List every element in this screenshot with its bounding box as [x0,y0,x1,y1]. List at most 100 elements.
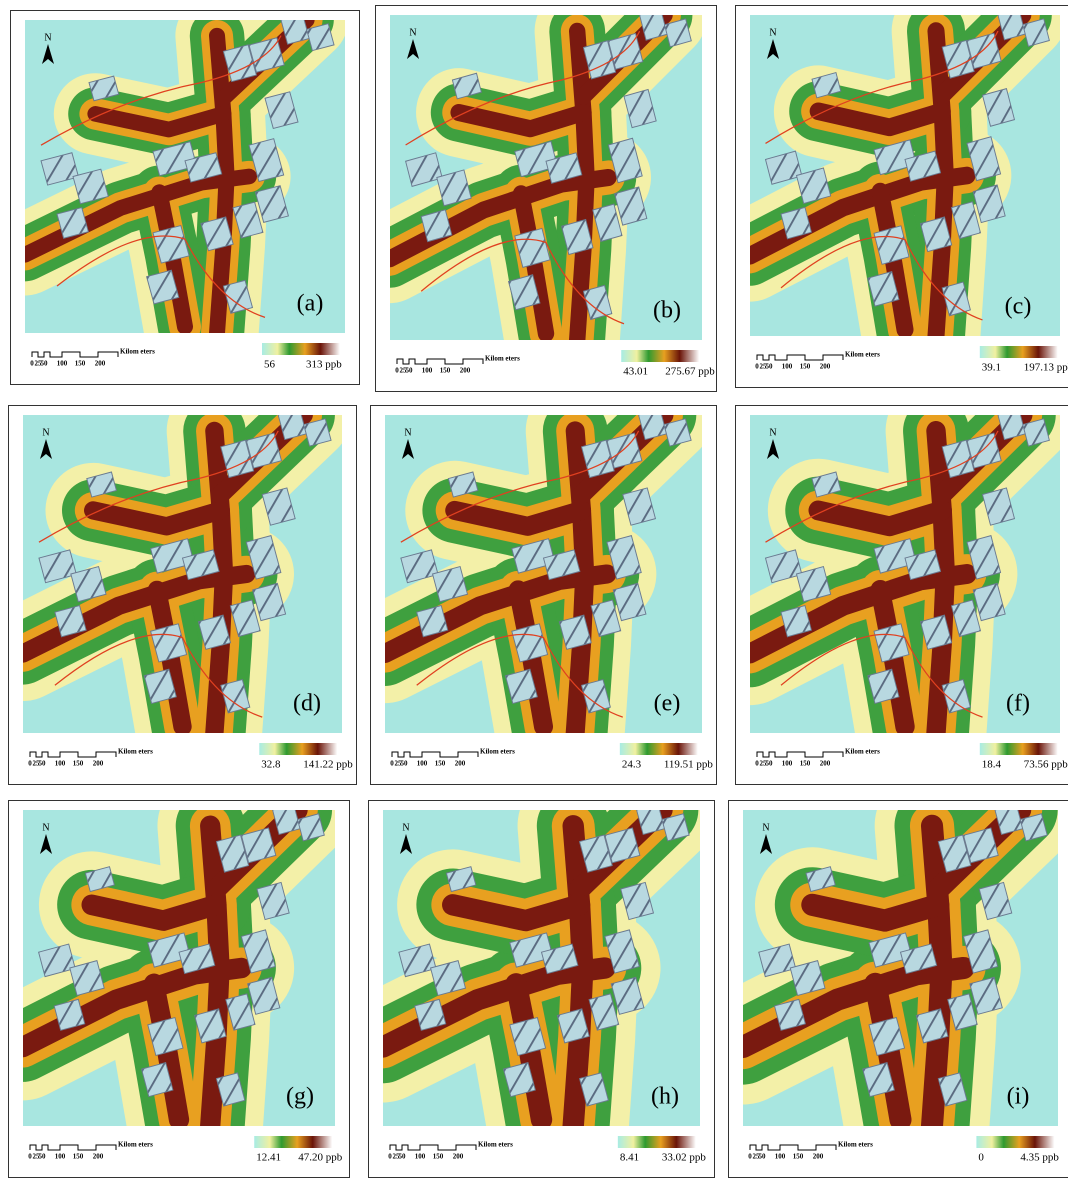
building-block [941,281,971,317]
building-block [919,216,953,253]
north-label: N [44,32,51,43]
concentration-band [445,500,592,536]
panel-label: (h) [651,1084,679,1110]
scale-tick-label: 200 [460,367,471,375]
legend-ramp [979,346,1058,358]
building-block [245,535,282,580]
building-block [509,932,554,968]
legend-max: 119.51 ppb [664,759,714,771]
building-block [264,91,299,130]
north-label: N [402,822,409,833]
building-block [248,138,285,183]
building-block [540,943,579,975]
north-arrow [767,39,779,59]
building-block [511,623,549,663]
building-block [272,810,301,835]
building-block [143,668,177,704]
building-block [147,932,191,968]
building-block [69,960,105,997]
building-block [578,1072,609,1107]
legend-ramp [259,743,338,755]
north-arrow [42,44,54,64]
building-block [873,538,917,574]
pollution-map [25,20,345,333]
building-block [200,216,234,252]
scale-tick-label: 25 [33,760,41,768]
building-block [40,152,80,186]
building-block [811,471,842,498]
north-label: N [409,27,416,38]
scale-tick-label: 200 [813,1153,824,1161]
legend-min: 18.4 [982,759,1002,771]
north-arrow [400,834,412,854]
building-block [764,549,803,584]
building-block [556,1008,590,1044]
panel-label: (e) [654,691,681,717]
building-block [38,549,77,584]
legend-ramp [619,743,698,755]
building-block [997,415,1026,441]
scale-tick-label: 0 [395,367,399,375]
building-block [86,471,117,498]
building-block [941,439,975,479]
building-block [261,487,296,526]
building-block [606,535,642,580]
scale-bar [396,358,484,365]
concentration-band [87,106,232,138]
scale-bar [31,351,119,358]
scale-tick-label: 0 [755,760,759,768]
building-block [950,599,982,638]
contour-line [400,430,640,718]
legend-min: 0 [978,1152,984,1164]
scale-tick-label: 0 [390,760,394,768]
scale-bar [29,1144,117,1151]
scale-tick-label: 50 [766,760,774,768]
scale-tick-label: 50 [39,760,47,768]
building-block [1022,418,1050,447]
building-block [561,218,594,256]
scale-tick-label: 50 [406,367,414,375]
building-block [592,203,623,242]
building-block [88,75,120,102]
legend-ramp [976,1136,1055,1148]
north-label: N [404,427,411,438]
building-block [962,929,999,974]
building-block [981,88,1016,127]
scale-unit: Kilom eters [118,748,153,756]
scale-tick-label: 150 [800,760,811,768]
legend-max: 73.56 ppb [1024,759,1068,771]
building-block [610,976,645,1015]
map-panel: N Kilom eters 0 25 50 100 150 200 8.41 33.02 ppb (… [368,800,715,1178]
panel-label: (b) [653,298,681,324]
building-block [639,15,668,41]
building-block [507,274,541,311]
building-block [1022,18,1050,47]
building-block [614,186,648,226]
building-block [222,44,257,83]
scale-tick-label: 200 [93,760,104,768]
scale-tick-label: 0 [748,1153,752,1161]
building-block [416,604,449,638]
building-block [511,538,556,574]
concentration-band [569,22,595,340]
scale-unit: Kilom eters [118,1141,153,1149]
scale-tick-label: 50 [41,360,49,368]
building-block [245,432,283,469]
legend-max: 47.20 ppb [298,1152,343,1164]
pollution-map [750,15,1060,336]
building-block [997,15,1026,41]
scale-tick-label: 100 [775,1153,786,1161]
building-block [54,604,87,638]
building-block [400,549,439,584]
scale-bar [756,354,844,361]
building-block [215,1072,246,1107]
building-block [868,1016,906,1056]
scale-tick-label: 25 [753,1153,761,1161]
scale-tick-label: 100 [782,760,793,768]
building-block [582,40,617,80]
contour-line [765,430,999,718]
building-block [545,152,583,184]
building-block [240,827,277,864]
building-block [978,881,1013,921]
